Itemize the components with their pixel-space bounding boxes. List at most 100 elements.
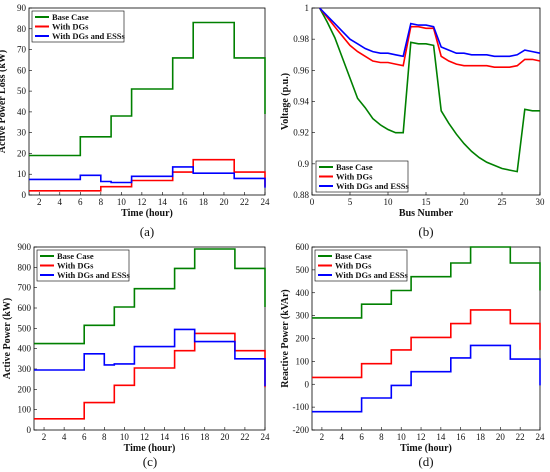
x-tick-label: 20 — [220, 432, 230, 442]
x-tick-label: 10 — [117, 197, 127, 207]
y-tick-label: 30 — [17, 128, 27, 138]
x-tick-label: 10 — [120, 432, 130, 442]
x-tick-label: 8 — [99, 197, 104, 207]
x-tick-label: 4 — [58, 197, 63, 207]
y-tick-label: 0.96 — [293, 65, 309, 75]
y-tick-label: 0 — [27, 425, 32, 435]
legend-label: Base Case — [335, 251, 372, 261]
chart-panel-4: 2 4 6 8 10 12 14 16 18 20 22 24-200-100010020030040… — [280, 242, 545, 469]
y-tick-label: 0 — [305, 379, 310, 389]
x-tick-label: 8 — [102, 432, 107, 442]
x-tick-label: 30 — [536, 197, 546, 207]
y-axis-title: Voltage (p.u.) — [280, 73, 291, 130]
y-tick-label: 400 — [18, 344, 32, 354]
x-tick-label: 20 — [219, 197, 229, 207]
y-tick-label: 0 — [22, 190, 27, 200]
x-tick-label: 14 — [160, 432, 170, 442]
x-tick-label: 6 — [359, 432, 364, 442]
panel-caption: (c) — [143, 454, 157, 469]
y-tick-label: 500 — [296, 265, 310, 275]
y-tick-label: 0.94 — [293, 97, 309, 107]
x-tick-label: 4 — [339, 432, 344, 442]
panel-caption: (d) — [418, 454, 433, 469]
series-line-3 — [34, 328, 266, 387]
x-tick-label: 22 — [240, 197, 249, 207]
x-tick-label: 12 — [137, 197, 146, 207]
chart-panel-1: 2 4 6 8 10 12 14 16 18 20 22 240102030405060708090B… — [0, 3, 270, 239]
legend-label: With DGs and ESSs — [335, 270, 409, 280]
legend-label: With DGs — [52, 22, 89, 32]
x-tick-label: 20 — [460, 197, 470, 207]
legend-label: With DGs and ESSs — [336, 181, 410, 191]
y-tick-label: 90 — [17, 3, 27, 13]
x-tick-label: 2 — [42, 432, 47, 442]
series-line-1 — [29, 21, 266, 157]
x-tick-label: 6 — [82, 432, 87, 442]
chart-panel-2: 0 5 10 15 20 25 30 0.88 0.9 0.92 0.94 0.96 0.98 1 Base… — [280, 3, 545, 239]
y-tick-label: -200 — [293, 425, 310, 435]
y-tick-label: 800 — [18, 262, 32, 272]
x-tick-label: 16 — [456, 432, 466, 442]
series-line-2 — [312, 309, 541, 379]
y-tick-label: 100 — [18, 405, 32, 415]
x-tick-label: 8 — [379, 432, 384, 442]
x-tick-label: 18 — [476, 432, 486, 442]
legend-label: With DGs — [57, 261, 94, 271]
y-tick-label: 60 — [17, 65, 27, 75]
series-line-3 — [319, 7, 541, 58]
x-tick-label: 24 — [536, 432, 546, 442]
panel-caption: (a) — [140, 224, 154, 239]
series-line-1 — [318, 7, 540, 173]
y-tick-label: 20 — [17, 148, 27, 158]
series-line-1 — [34, 248, 266, 345]
y-tick-label: 600 — [296, 242, 310, 252]
y-tick-label: 70 — [17, 45, 27, 55]
x-tick-label: 22 — [240, 432, 249, 442]
x-axis-title: Time (hour) — [121, 208, 173, 219]
y-axis-title: Active Power Loss (kW) — [0, 50, 8, 153]
y-tick-label: 700 — [18, 283, 32, 293]
y-axis-title: Reactive Power (kVAr) — [280, 289, 291, 388]
x-tick-label: 5 — [348, 197, 353, 207]
x-tick-label: 16 — [180, 432, 190, 442]
legend-label: With DGs — [336, 172, 373, 182]
y-tick-label: 200 — [296, 334, 310, 344]
x-tick-label: 16 — [178, 197, 188, 207]
x-tick-label: 4 — [62, 432, 67, 442]
y-tick-label: -100 — [293, 402, 310, 412]
x-tick-label: 20 — [496, 432, 506, 442]
x-axis-title: Bus Number — [399, 208, 454, 219]
legend-label: Base Case — [336, 162, 373, 172]
legend-label: With DGs and ESSs — [57, 270, 131, 280]
x-tick-label: 15 — [422, 197, 432, 207]
x-axis-title: Time (hour) — [124, 443, 176, 454]
x-tick-label: 0 — [310, 197, 315, 207]
x-tick-label: 24 — [261, 432, 271, 442]
x-tick-label: 18 — [200, 432, 210, 442]
x-tick-label: 2 — [37, 197, 42, 207]
panel-caption: (b) — [418, 224, 433, 239]
x-tick-label: 2 — [320, 432, 325, 442]
y-tick-label: 100 — [296, 356, 310, 366]
y-tick-label: 0.88 — [293, 190, 309, 200]
y-axis-title: Active Power (kW) — [2, 298, 13, 379]
y-tick-label: 500 — [18, 323, 32, 333]
legend-label: Base Case — [52, 12, 89, 22]
y-tick-label: 300 — [18, 364, 32, 374]
x-tick-label: 14 — [158, 197, 168, 207]
x-tick-label: 12 — [417, 432, 426, 442]
x-tick-label: 22 — [516, 432, 525, 442]
y-tick-label: 200 — [18, 384, 32, 394]
series-line-1 — [312, 246, 541, 319]
x-axis-title: Time (hour) — [400, 443, 452, 454]
x-tick-label: 10 — [397, 432, 407, 442]
x-tick-label: 18 — [199, 197, 209, 207]
y-tick-label: 0.98 — [293, 34, 309, 44]
legend-label: Base Case — [57, 251, 94, 261]
x-tick-label: 10 — [384, 197, 394, 207]
